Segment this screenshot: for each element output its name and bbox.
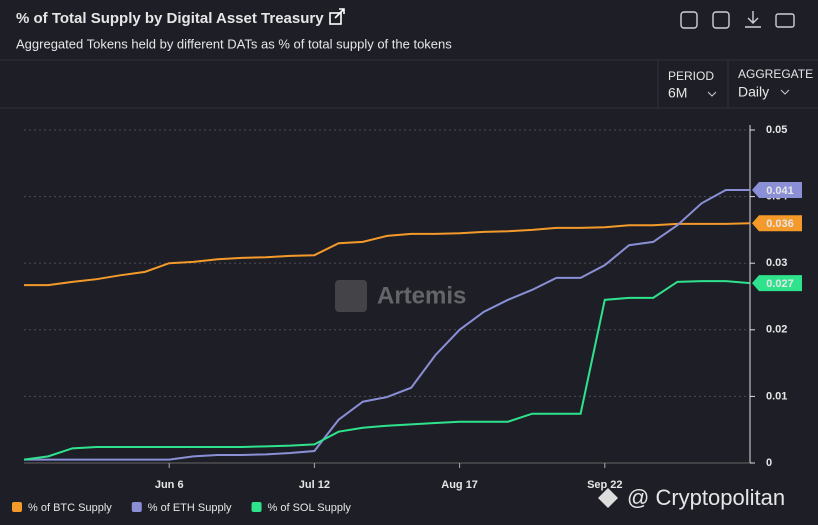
legend-swatch bbox=[131, 502, 142, 512]
formula-icon[interactable] bbox=[712, 11, 730, 29]
credit-logo bbox=[598, 488, 618, 508]
chart-subtitle: Aggregated Tokens held by different DATs… bbox=[16, 36, 452, 51]
y-tick-label: 0 bbox=[766, 457, 772, 469]
watermark: Artemis bbox=[335, 280, 466, 312]
period-label: PERIOD bbox=[668, 69, 714, 83]
credit: @ Cryptopolitan bbox=[598, 485, 785, 510]
camera-icon[interactable] bbox=[775, 13, 795, 28]
y-tick-label: 0.05 bbox=[766, 124, 787, 136]
value-flag-label: 0.036 bbox=[766, 218, 794, 230]
value-flag-label: 0.041 bbox=[766, 185, 794, 197]
series-line bbox=[23, 280, 751, 461]
period-dropdown[interactable]: PERIOD 6M bbox=[668, 69, 717, 101]
legend-swatch bbox=[251, 502, 262, 512]
chart-title: % of Total Supply by Digital Asset Treas… bbox=[16, 10, 324, 27]
chevron bbox=[780, 89, 790, 95]
value-flag bbox=[752, 275, 802, 292]
legend-label: % of SOL Supply bbox=[268, 502, 352, 514]
x-tick-label: Jun 6 bbox=[155, 479, 184, 491]
external-link-icon[interactable] bbox=[329, 8, 345, 25]
aggregate-label: AGGREGATE bbox=[738, 67, 813, 81]
watermark-text: Artemis bbox=[377, 282, 466, 309]
download-icon[interactable] bbox=[745, 11, 761, 28]
value-flag bbox=[752, 215, 802, 232]
x-tick-label: Jul 12 bbox=[299, 479, 330, 491]
series-line bbox=[24, 188, 750, 461]
y-tick-label: 0.02 bbox=[766, 324, 787, 336]
value-flag-label: 0.027 bbox=[766, 278, 794, 290]
y-tick-label: 0.03 bbox=[766, 257, 787, 269]
chevron bbox=[707, 91, 717, 97]
aggregate-value: Daily bbox=[738, 84, 769, 100]
y-tick-label: 0.01 bbox=[766, 390, 787, 402]
aggregate-dropdown[interactable]: AGGREGATE Daily bbox=[738, 67, 813, 100]
watermark-logo bbox=[335, 280, 367, 312]
legend-label: % of ETH Supply bbox=[148, 502, 232, 514]
x-tick-label: Aug 17 bbox=[441, 479, 478, 491]
credit-text: @ Cryptopolitan bbox=[627, 485, 785, 510]
x-tick-label: Sep 22 bbox=[587, 479, 622, 491]
value-flag bbox=[752, 181, 802, 198]
legend-swatch bbox=[12, 502, 22, 512]
period-value: 6M bbox=[668, 85, 687, 101]
legend-label: % of BTC Supply bbox=[28, 502, 112, 514]
series-line bbox=[24, 222, 751, 287]
embed-icon[interactable] bbox=[680, 11, 698, 29]
